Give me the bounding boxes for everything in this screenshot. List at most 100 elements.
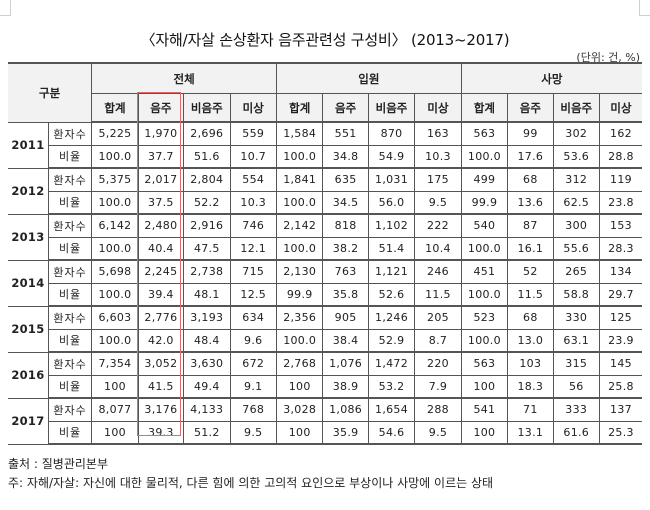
data-cell: 100.0 [91, 236, 139, 261]
data-cell: 2,776 [137, 305, 185, 330]
table-row: 비율 100.0 40.4 47.5 12.1 100.0 38.2 51.4 10.4 100.… [8, 236, 642, 261]
data-cell: 333 [552, 397, 600, 422]
data-cell: 634 [229, 305, 277, 330]
data-cell: 51.6 [183, 144, 231, 169]
data-cell: 499 [460, 167, 509, 192]
data-cell: 554 [229, 167, 277, 192]
data-cell: 61.6 [552, 420, 600, 445]
row-label-count: 환자수 [47, 351, 93, 376]
data-cell: 51.2 [183, 420, 231, 445]
data-cell: 2,738 [183, 259, 231, 284]
data-cell: 56 [552, 374, 600, 399]
data-cell: 52.6 [367, 282, 416, 307]
data-cell: 100 [275, 420, 324, 445]
data-cell: 25.8 [598, 374, 642, 399]
data-cell: 763 [322, 259, 369, 284]
data-cell: 49.4 [183, 374, 231, 399]
data-cell: 71 [507, 397, 554, 422]
data-cell: 100.0 [91, 190, 139, 215]
row-label-count: 환자수 [47, 397, 93, 422]
data-cell: 10.3 [414, 144, 462, 169]
row-label-ratio: 비율 [47, 328, 93, 353]
data-cell: 302 [552, 121, 600, 146]
year-cell: 2014 [8, 259, 49, 307]
subheader: 미상 [229, 93, 277, 123]
data-cell: 38.4 [322, 328, 369, 353]
table-row: 2013 환자수 6,142 2,480 2,916 746 2,142 818 1,102 22… [8, 213, 642, 261]
subheader: 합계 [460, 93, 509, 123]
table-row: 비율 100.0 42.0 48.4 9.6 100.0 38.4 52.9 8.7 100.0 1… [8, 328, 642, 353]
data-cell: 315 [552, 351, 600, 376]
data-cell: 451 [460, 259, 509, 284]
data-cell: 11.5 [414, 282, 462, 307]
table-row: 2015 환자수 6,603 2,776 3,193 634 2,356 905 1,246 20… [8, 305, 642, 353]
data-cell: 99.9 [275, 282, 324, 307]
table-row: 비율 100.0 37.7 51.6 10.7 100.0 34.8 54.9 10.3 100.… [8, 144, 642, 169]
data-cell: 35.9 [322, 420, 369, 445]
data-cell: 905 [322, 305, 369, 330]
data-cell: 3,193 [183, 305, 231, 330]
data-cell: 9.5 [229, 420, 277, 445]
data-cell: 100.0 [460, 144, 509, 169]
data-cell: 540 [460, 213, 509, 238]
data-cell: 100.0 [275, 144, 324, 169]
subheader: 합계 [275, 93, 324, 123]
data-cell: 8,077 [91, 397, 139, 422]
table-body: 2011 환자수 5,225 1,970 2,696 559 1,584 551 870 163 5… [8, 121, 642, 445]
row-label-count: 환자수 [47, 259, 93, 284]
year-cell: 2015 [8, 305, 49, 353]
subheader: 음주 [507, 93, 554, 123]
data-cell: 1,086 [322, 397, 369, 422]
data-cell: 153 [598, 213, 642, 238]
row-label-count: 환자수 [47, 305, 93, 330]
data-cell: 137 [598, 397, 642, 422]
row-label-ratio: 비율 [47, 374, 93, 399]
data-cell: 563 [460, 121, 509, 146]
group-header-death: 사망 [460, 62, 642, 94]
data-cell: 53.2 [367, 374, 416, 399]
data-cell: 38.2 [322, 236, 369, 261]
data-cell: 125 [598, 305, 642, 330]
data-cell: 746 [229, 213, 277, 238]
data-cell: 7,354 [91, 351, 139, 376]
subheader: 미상 [414, 93, 462, 123]
data-cell: 715 [229, 259, 277, 284]
data-cell: 55.6 [552, 236, 600, 261]
data-cell: 1,472 [367, 351, 416, 376]
data-cell: 100.0 [91, 282, 139, 307]
data-cell: 13.1 [507, 420, 554, 445]
data-cell: 3,052 [137, 351, 185, 376]
data-cell: 29.7 [598, 282, 642, 307]
subheader: 비음주 [183, 93, 231, 123]
data-cell: 330 [552, 305, 600, 330]
subheader: 합계 [91, 93, 139, 123]
data-cell: 9.1 [229, 374, 277, 399]
data-cell: 1,654 [367, 397, 416, 422]
data-cell: 288 [414, 397, 462, 422]
data-cell: 47.5 [183, 236, 231, 261]
data-cell: 9.6 [229, 328, 277, 353]
definition-note: 주: 자해/자살: 자신에 대한 물리적, 다른 힘에 의한 고의적 요인으로 … [8, 476, 494, 490]
data-cell: 48.1 [183, 282, 231, 307]
data-cell: 1,246 [367, 305, 416, 330]
data-cell: 2,130 [275, 259, 324, 284]
data-cell: 9.5 [414, 190, 462, 215]
data-cell: 7.9 [414, 374, 462, 399]
data-cell: 28.8 [598, 144, 642, 169]
data-cell: 2,356 [275, 305, 324, 330]
group-header-hospitalized: 입원 [275, 62, 462, 94]
data-cell: 3,028 [275, 397, 324, 422]
group-header-row: 구분 전체 입원 사망 [8, 62, 642, 123]
data-cell: 10.4 [414, 236, 462, 261]
data-cell: 100 [91, 420, 139, 445]
data-cell: 672 [229, 351, 277, 376]
row-label-ratio: 비율 [47, 420, 93, 445]
subheader: 음주 [137, 93, 185, 123]
data-cell: 5,225 [91, 121, 139, 146]
table-row: 비율 100 39.3 51.2 9.5 100 35.9 54.6 9.5 100 13.1 61.… [8, 420, 642, 445]
data-cell: 2,804 [183, 167, 231, 192]
data-cell: 51.4 [367, 236, 416, 261]
data-cell: 3,176 [137, 397, 185, 422]
table-row: 2014 환자수 5,698 2,245 2,738 715 2,130 763 1,121 24… [8, 259, 642, 307]
data-cell: 52.9 [367, 328, 416, 353]
